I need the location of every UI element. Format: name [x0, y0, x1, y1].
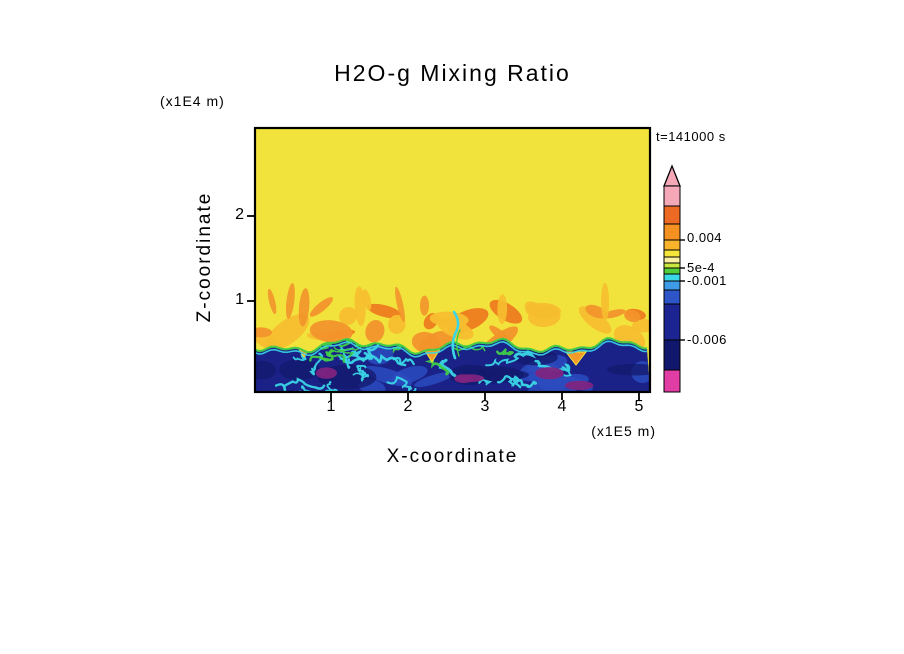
x-tick-label-1: 1: [326, 398, 336, 415]
x-axis-label: X-coordinate: [386, 446, 519, 467]
x-tick-label-2: 2: [403, 398, 413, 415]
rising-plume: [451, 310, 460, 360]
x-tick-label-4: 4: [557, 398, 567, 415]
interface-fringe: [254, 337, 648, 356]
colorbar-arrow-tip: [663, 164, 681, 187]
plot-frame: [253, 126, 652, 394]
x-tick-label-3: 3: [480, 398, 490, 415]
z-axis-label: Z-coordinate: [194, 191, 215, 323]
x-axis-units-label: (x1E5 m): [591, 423, 656, 439]
x-tick-label-5: 5: [634, 398, 644, 415]
time-annotation: t=141000 s: [656, 129, 726, 144]
colorbar-label-m0006: -0.006: [687, 332, 727, 347]
axis-ticks: [247, 215, 640, 400]
chart-title: H2O-g Mixing Ratio: [334, 60, 571, 86]
z-tick-label-2: 2: [235, 206, 244, 223]
colorbar-label-m0001: -0.001: [687, 273, 727, 288]
colorbar-label-5e-4: 5e-4: [687, 260, 716, 275]
colorbar: [663, 164, 685, 393]
colorbar-label-0004: 0.004: [687, 230, 723, 245]
z-tick-label-1: 1: [235, 291, 244, 308]
z-axis-units-label: (x1E4 m): [160, 93, 225, 109]
